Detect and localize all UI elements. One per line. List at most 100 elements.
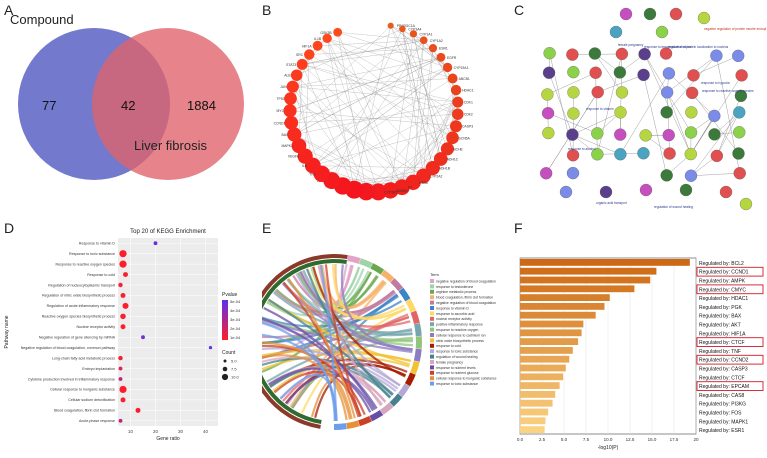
go-node [541, 88, 554, 101]
data-point [118, 355, 123, 361]
y-tick-label: Nuclear receptor activity [76, 325, 115, 329]
y-axis-label: Pathway name [4, 315, 10, 348]
ppi-node [452, 108, 464, 120]
legend-label: response to cold [436, 344, 461, 348]
ppi-node [449, 120, 463, 133]
legend-pvalue-tick: 2e-04 [230, 326, 241, 331]
legend-label: response to toxic substance [436, 382, 478, 386]
bar-label: Regulated by: ESR1 [699, 428, 745, 434]
go-edge [643, 74, 667, 176]
go-node [708, 109, 721, 123]
x-tick-label: 2.5 [539, 437, 546, 442]
ppi-edge [337, 32, 403, 188]
legend-swatch [430, 300, 434, 305]
x-axis-label: Gene ratio [156, 436, 180, 442]
ppi-edge [317, 45, 433, 169]
go-node [643, 7, 657, 21]
chord [262, 344, 366, 416]
y-tick-label: Cellular response to inorganic substance [50, 388, 115, 392]
legend-label: regulation of wound healing [436, 355, 478, 359]
legend-colorbar [222, 300, 228, 340]
go-edge [620, 73, 670, 155]
y-tick-label: Reactive oxygen species biosynthetic pro… [42, 315, 116, 319]
legend-count-dot [223, 359, 227, 363]
ppi-edge [390, 25, 424, 41]
ppi-edge [412, 102, 458, 183]
chord [262, 333, 338, 421]
data-point [118, 282, 123, 288]
bar [520, 364, 566, 372]
ppi-edge [312, 165, 433, 169]
ppi-edge [331, 40, 424, 181]
legend-swatch [430, 349, 434, 354]
chord [302, 269, 413, 336]
go-node [708, 128, 721, 141]
panel-letter-a: A [4, 2, 14, 18]
bar [520, 338, 579, 345]
ppi-edge [292, 78, 453, 87]
data-point [122, 302, 129, 309]
go-node [619, 7, 633, 21]
ppi-node-label: ABCB1 [459, 77, 470, 81]
ppi-edge [327, 38, 458, 115]
ppi-node [409, 30, 418, 38]
go-node [733, 106, 746, 119]
go-node [679, 183, 693, 197]
ppi-edge [337, 32, 367, 192]
ppi-node [284, 92, 297, 105]
bar [520, 347, 573, 354]
legend-label: response to nutrient glucose [436, 371, 479, 375]
ppi-node [387, 22, 394, 29]
bar [520, 417, 546, 425]
ppi-node-label: BCHE [453, 147, 463, 151]
ppi-edge [292, 57, 441, 87]
go-node [559, 185, 573, 199]
x-tick-label: 10.0 [604, 437, 613, 442]
venn-label-compound: Compound [10, 14, 74, 27]
go-edge [594, 53, 623, 93]
go-node [685, 106, 698, 119]
go-edge [666, 92, 670, 154]
venn-count-overlap: 42 [121, 98, 135, 113]
data-point [120, 324, 126, 330]
ppi-edge [302, 64, 355, 190]
chord [331, 263, 407, 320]
bar-label: Regulated by: CTCF [699, 375, 745, 381]
go-label: response to reactive oxygen species [702, 89, 754, 93]
legend-swatch [430, 333, 434, 337]
go-node [732, 147, 745, 160]
ppi-edge [312, 40, 424, 166]
data-point [119, 250, 127, 258]
ppi-edge [291, 25, 391, 123]
legend-pvalue-tick: 1e-04 [230, 335, 241, 340]
go-node [662, 129, 675, 142]
ppi-node-label: SRC [296, 53, 304, 57]
x-tick-label: 15.0 [648, 437, 657, 442]
legend-swatch [430, 284, 434, 289]
ppi-node-label: ALB [284, 74, 291, 78]
ppi-node-label: F7 [408, 186, 412, 190]
chord-diagram: Term negative regulation of blood coagula… [262, 254, 497, 430]
data-point [135, 407, 141, 413]
ppi-edge [326, 38, 355, 190]
go-node [733, 126, 746, 139]
y-tick-label: Cytokine production involved in inflamma… [28, 377, 115, 381]
ppi-edge [412, 40, 424, 183]
go-node [591, 148, 604, 161]
legend-swatch [430, 354, 434, 359]
bar-label: Regulated by: CMYC [699, 287, 746, 293]
ppi-node-label: CYP3A4 [408, 27, 421, 31]
ppi-node [442, 62, 453, 73]
go-edge [547, 72, 596, 95]
x-tick-label: 7.5 [583, 437, 590, 442]
go-node [614, 106, 627, 119]
panel-letter-d: D [4, 220, 15, 236]
go-edge [548, 72, 573, 135]
ppi-node [283, 104, 297, 118]
ppi-edge [423, 40, 448, 68]
bar [520, 355, 570, 363]
go-node [710, 149, 723, 163]
go-node [566, 149, 580, 162]
legend-count-dot [222, 366, 228, 372]
